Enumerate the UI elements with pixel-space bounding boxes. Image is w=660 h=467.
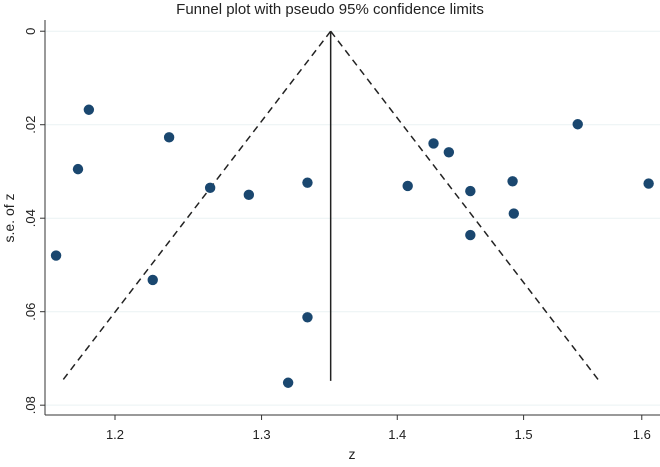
x-axis-label: z — [349, 446, 356, 462]
x-tick-label: 1.3 — [253, 427, 271, 442]
data-point — [402, 180, 413, 192]
y-tick-label: .08 — [23, 396, 38, 414]
y-tick-label: 0 — [23, 28, 38, 35]
data-point — [147, 274, 158, 286]
upper-confidence-limit — [330, 30, 600, 382]
y-tick-label: .06 — [23, 303, 38, 321]
axes: 0 .02 .04 .06 .08 1.2 1.3 1.4 1.5 1.6 — [23, 20, 660, 442]
data-point — [507, 176, 518, 187]
data-point — [572, 119, 583, 130]
data-point — [302, 312, 313, 323]
chart-title: Funnel plot with pseudo 95% confidence l… — [176, 1, 484, 18]
lower-confidence-limit — [61, 30, 332, 382]
x-tick-label: 1.4 — [388, 427, 406, 442]
y-axis-label: s.e. of z — [1, 193, 17, 242]
x-tick-label: 1.6 — [633, 427, 651, 442]
data-point — [443, 147, 455, 158]
x-tick-label: 1.5 — [515, 427, 533, 442]
data-point — [508, 208, 520, 219]
data-point — [83, 104, 95, 115]
data-point — [282, 377, 294, 388]
data-point — [72, 163, 84, 175]
data-point — [243, 189, 255, 201]
data-point — [163, 132, 175, 143]
data-point — [428, 138, 439, 149]
funnel-lines — [61, 30, 600, 382]
data-point — [643, 178, 654, 189]
y-tick-label: .04 — [23, 209, 38, 227]
x-tick-label: 1.2 — [106, 427, 124, 442]
data-points — [50, 104, 654, 388]
data-point — [465, 185, 476, 197]
data-point — [302, 177, 313, 188]
data-point — [204, 182, 216, 194]
data-point — [465, 229, 476, 241]
data-point — [50, 250, 62, 261]
y-tick-label: .02 — [23, 116, 38, 134]
gridlines — [45, 30, 660, 406]
